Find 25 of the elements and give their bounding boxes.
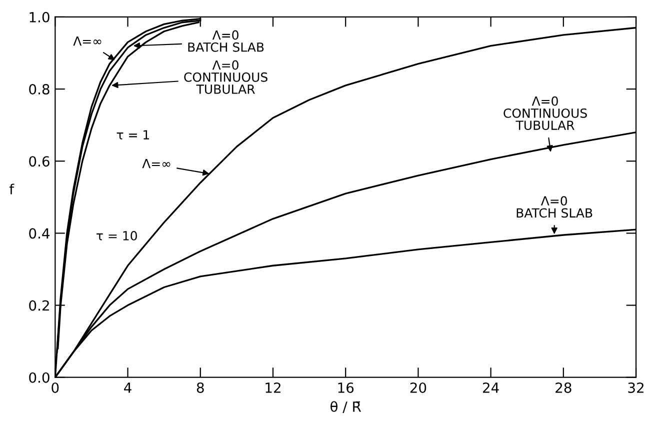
y-tick-label: 1.0: [30, 12, 50, 22]
x-tick-label: 4: [124, 382, 132, 393]
annotation: Λ=0 BATCH SLAB: [516, 196, 592, 218]
annotation: τ = 10: [96, 230, 137, 240]
y-tick-label: 0.4: [29, 228, 50, 239]
y-tick-label: 0.0: [29, 372, 50, 383]
y-axis-title: f: [9, 184, 14, 194]
y-tick-label: 0.6: [29, 156, 50, 167]
annotation: Λ=∞: [142, 159, 170, 168]
x-tick-label: 28: [556, 382, 572, 393]
x-tick-label: 0: [52, 382, 59, 393]
annotation: Λ=∞: [73, 36, 102, 46]
annotation: Λ=0 BATCH SLAB: [188, 30, 264, 52]
y-tick-label: 0.8: [29, 84, 50, 95]
x-tick-label: 16: [338, 382, 354, 393]
x-tick-label: 8: [196, 382, 204, 393]
x-tick-label: 20: [410, 382, 426, 393]
y-tick-label: 0.2: [29, 300, 49, 311]
annotation: Λ=0 CONTINUOUS TUBULAR: [184, 60, 268, 94]
x-tick-label: 24: [482, 382, 499, 393]
x-tick-label: 12: [266, 382, 280, 393]
annotation: Λ=0 CONTINUOUS TUBULAR: [504, 96, 587, 130]
x-tick-label: 32: [628, 382, 644, 393]
x-axis-title: θ / R̄: [330, 401, 362, 414]
annotation: τ = 1: [116, 130, 150, 140]
